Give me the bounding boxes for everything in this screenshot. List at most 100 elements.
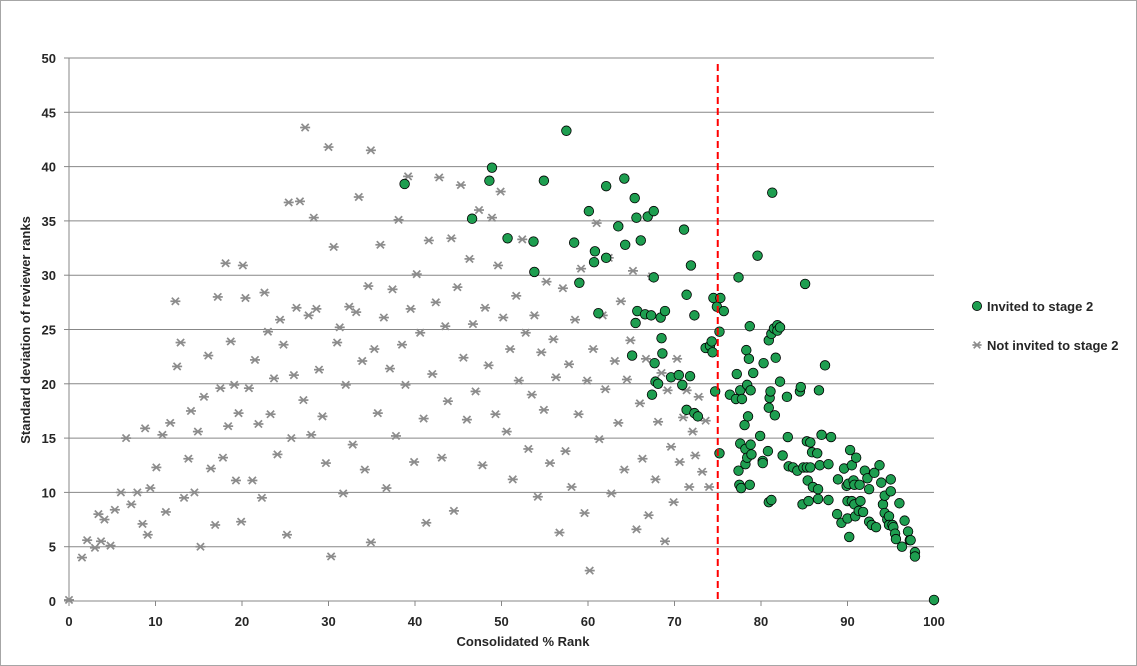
- data-point-not-invited: [338, 489, 349, 498]
- data-point-invited: [736, 393, 748, 405]
- data-point-invited: [812, 448, 823, 459]
- x-axis-title: Consolidated % Rank: [457, 634, 591, 649]
- data-point-invited: [844, 444, 856, 456]
- data-point-not-invited: [430, 298, 441, 307]
- data-point-not-invited: [151, 463, 162, 472]
- data-point-invited: [502, 233, 513, 244]
- data-point-invited: [902, 526, 914, 537]
- data-point-invited: [648, 272, 659, 283]
- data-point-invited: [600, 252, 612, 264]
- y-tick-label: 20: [42, 377, 56, 392]
- data-point-not-invited: [311, 304, 322, 314]
- data-point-not-invited: [64, 595, 74, 605]
- data-point-invited: [484, 175, 495, 186]
- y-tick-label: 35: [42, 214, 56, 229]
- data-point-invited: [823, 494, 834, 506]
- data-point-not-invited: [243, 383, 254, 393]
- data-point-invited: [758, 357, 769, 369]
- data-point-not-invited: [579, 508, 590, 518]
- data-point-invited: [739, 419, 750, 431]
- y-axis-title: Standard deviation of reviewer ranks: [18, 216, 33, 444]
- invited-series: [399, 125, 940, 606]
- data-point-invited: [583, 205, 595, 217]
- data-point-invited: [629, 192, 640, 204]
- data-point-not-invited: [427, 369, 438, 379]
- asterisk-icon: [972, 341, 982, 349]
- data-point-not-invited: [520, 328, 531, 337]
- data-point-not-invited: [606, 489, 617, 498]
- data-point-invited: [770, 352, 781, 363]
- x-tick-label: 40: [408, 614, 422, 629]
- data-point-not-invited: [442, 396, 453, 406]
- x-tick-label: 20: [235, 614, 249, 629]
- data-point-invited: [816, 429, 827, 441]
- data-point-invited: [869, 467, 880, 479]
- data-point-invited: [630, 317, 641, 329]
- data-point-not-invited: [375, 240, 386, 249]
- data-point-not-invited: [223, 421, 234, 431]
- data-point-not-invited: [365, 146, 376, 155]
- data-point-invited: [657, 348, 668, 359]
- data-point-invited: [832, 474, 844, 485]
- data-point-invited: [814, 460, 826, 471]
- data-point-not-invited: [272, 450, 283, 459]
- data-point-invited: [733, 465, 744, 476]
- gridlines: [64, 57, 935, 606]
- data-point-not-invited: [387, 285, 398, 294]
- y-axis-tick-labels: 0 5 10 15 20 25 30 35 40 45 50: [42, 51, 56, 609]
- data-point-not-invited: [591, 218, 602, 228]
- data-point-not-invited: [363, 281, 374, 291]
- data-point-invited: [855, 495, 866, 507]
- data-point-not-invited: [323, 142, 334, 152]
- data-point-invited: [677, 379, 688, 391]
- x-axis-tick-labels: 0 10 20 30 40 50 60 70 80 90 100: [65, 614, 944, 629]
- data-point-invited: [857, 506, 869, 518]
- data-point-not-invited: [381, 483, 392, 493]
- data-point-not-invited: [229, 380, 240, 390]
- data-point-invited: [876, 477, 887, 488]
- data-point-not-invited: [674, 457, 685, 467]
- data-point-not-invited: [400, 380, 411, 390]
- data-point-not-invited: [215, 383, 226, 393]
- data-point-not-invited: [480, 303, 491, 312]
- data-point-not-invited: [357, 356, 368, 366]
- data-point-invited: [757, 457, 768, 469]
- data-point-invited: [896, 541, 908, 552]
- x-tick-label: 70: [667, 614, 681, 629]
- data-point-not-invited: [236, 517, 247, 526]
- data-point-invited: [466, 213, 478, 224]
- y-tick-label: 25: [42, 323, 56, 338]
- y-tick-label: 45: [42, 105, 56, 120]
- data-point-invited: [769, 410, 781, 421]
- y-tick-label: 40: [42, 160, 56, 175]
- data-point-not-invited: [634, 399, 645, 408]
- data-point-invited: [673, 369, 685, 381]
- data-point-invited: [766, 494, 777, 506]
- data-point-not-invited: [185, 406, 196, 416]
- data-point-invited: [678, 224, 690, 235]
- x-tick-label: 60: [581, 614, 595, 629]
- data-point-invited: [646, 389, 658, 400]
- x-tick-label: 80: [754, 614, 768, 629]
- data-point-invited: [744, 321, 755, 332]
- data-point-invited: [862, 473, 873, 484]
- data-point-not-invited: [653, 417, 664, 427]
- data-point-invited: [589, 246, 601, 257]
- data-point-not-invited: [145, 483, 156, 493]
- data-point-not-invited: [326, 552, 337, 561]
- data-point-not-invited: [697, 467, 708, 476]
- y-tick-label: 30: [42, 268, 56, 283]
- data-point-invited: [812, 483, 824, 495]
- data-point-not-invited: [298, 395, 309, 405]
- data-point-invited: [656, 332, 667, 344]
- data-point-not-invited: [353, 192, 364, 202]
- data-point-invited: [600, 180, 612, 192]
- data-point-invited: [813, 385, 825, 396]
- not-invited-series: [64, 123, 715, 605]
- data-point-invited: [812, 493, 824, 505]
- data-point-not-invited: [452, 282, 463, 292]
- data-point-invited: [782, 431, 794, 443]
- data-point-not-invited: [157, 430, 168, 440]
- data-point-invited: [742, 411, 754, 422]
